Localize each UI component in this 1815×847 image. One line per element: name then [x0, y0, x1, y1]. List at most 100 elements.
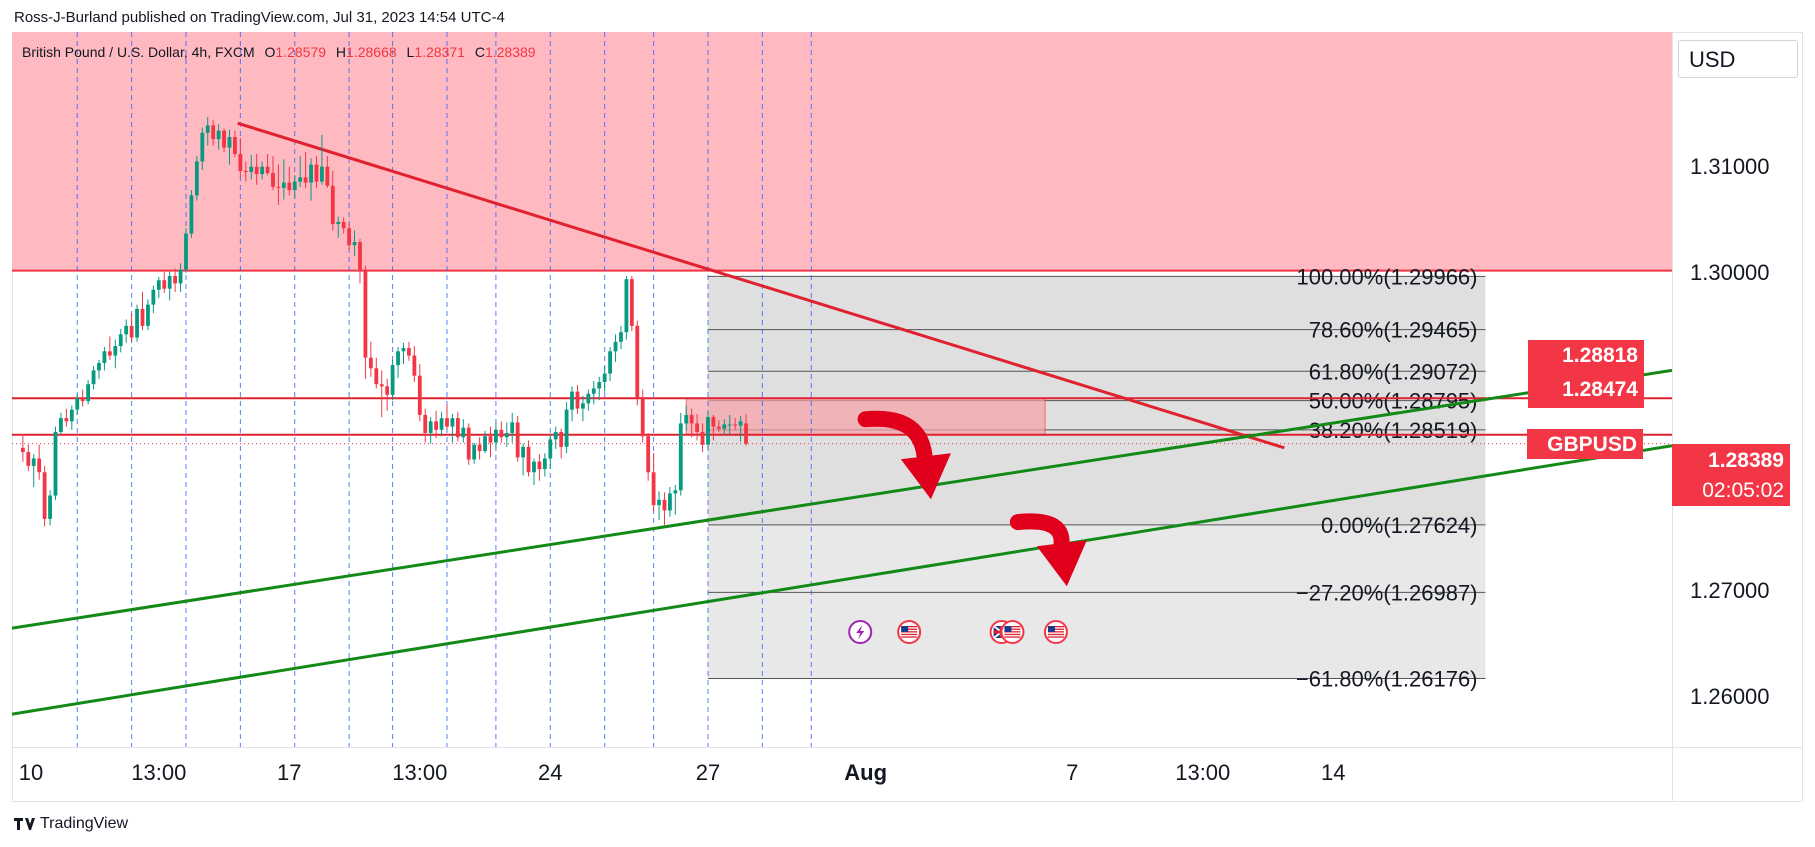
candle-body: [684, 414, 689, 424]
lightning-event-icon: [848, 620, 873, 644]
candle-body: [347, 228, 352, 246]
symbol-title: British Pound / U.S. Dollar, 4h, FXCM: [22, 44, 255, 60]
candle-body: [129, 325, 134, 338]
low-value: 1.28371: [414, 44, 465, 60]
candle-body: [320, 166, 324, 182]
currency-button[interactable]: USD: [1678, 40, 1798, 78]
fib-level-label: 78.60%(1.29465): [1309, 318, 1478, 343]
candle-body: [727, 424, 732, 426]
bearish-arrow-body: [1009, 513, 1070, 557]
candle-body: [140, 308, 145, 326]
publisher-line: Ross-J-Burland published on TradingView.…: [14, 9, 505, 26]
time-tick-label: 27: [695, 760, 721, 785]
flag-stripe: [901, 636, 918, 638]
price-axis-divider: [1672, 32, 1673, 802]
candle-body: [118, 334, 123, 347]
candle-body: [662, 499, 667, 511]
candle-body: [69, 409, 74, 422]
flag-stripe: [901, 633, 918, 636]
candle-body: [434, 421, 439, 430]
candle-body: [439, 418, 444, 430]
candle-body: [744, 423, 748, 444]
candle-body: [488, 436, 493, 443]
chart-plot-area[interactable]: 100.00%(1.29966) 78.60%(1.29465) 61.80%(1.…: [12, 32, 1672, 747]
candle-body: [423, 414, 428, 433]
candle-body: [504, 432, 509, 438]
candle-body: [271, 173, 275, 187]
flag-stripe: [1004, 636, 1021, 638]
low-label: L: [406, 44, 415, 60]
candle-body: [619, 332, 623, 342]
flag-stripe: [901, 631, 918, 633]
time-tick-label: 13:00: [1175, 760, 1231, 785]
flag-stripe: [1047, 626, 1064, 628]
time-tick-label: 13:00: [392, 760, 448, 785]
candle-body: [254, 166, 259, 175]
candle-body: [532, 461, 536, 473]
flag-us-event-icon: [1043, 620, 1068, 644]
candle-body: [711, 417, 716, 427]
price-tick-label: 1.26000: [1690, 684, 1770, 710]
candle-body: [553, 431, 558, 440]
candle-body: [37, 458, 42, 473]
candle-body: [445, 418, 449, 427]
candle-body: [695, 423, 699, 432]
candle-body: [640, 397, 645, 437]
time-tick-label: 13:00: [131, 760, 187, 785]
candle-body: [597, 382, 602, 389]
candle-body: [657, 499, 661, 506]
candle-body: [167, 275, 172, 289]
candle-body: [417, 375, 422, 415]
candle-body: [151, 289, 156, 305]
time-tick-label: 24: [538, 760, 563, 785]
candle-body: [205, 125, 210, 133]
candle-body: [194, 161, 199, 196]
candle-body: [303, 177, 308, 183]
candle-body: [428, 421, 433, 433]
candle-body: [591, 388, 596, 394]
price-chart[interactable]: 100.00%(1.29966) 78.60%(1.29465) 61.80%(1.…: [12, 32, 1672, 747]
candle-body: [581, 403, 585, 409]
candle-body: [477, 444, 482, 452]
price-tag-lower: 1.28474: [1528, 374, 1644, 408]
tradingview-brand: TradingView: [40, 815, 129, 832]
red-trendline: [237, 121, 1285, 450]
candle-body: [548, 439, 553, 459]
candle-body: [499, 429, 504, 438]
candle-body: [298, 177, 303, 182]
flag-stripe: [901, 628, 918, 630]
high-label: H: [335, 44, 347, 60]
candle-body: [135, 308, 139, 338]
flag-stripe: [1004, 633, 1021, 636]
candle-body: [107, 351, 112, 356]
bearish-arrow-head: [900, 453, 951, 500]
trendlines-layer: [12, 121, 1672, 716]
open-label: O: [264, 44, 276, 60]
fib-lower-box: [707, 524, 1486, 679]
candle-body: [461, 427, 466, 438]
zones-layer: [12, 32, 1672, 272]
candle-body: [483, 436, 487, 452]
candle-body: [401, 348, 406, 352]
candle-body: [374, 368, 379, 385]
candles-layer: [20, 116, 748, 527]
time-tick-label: 17: [277, 760, 302, 785]
candle-body: [412, 355, 417, 376]
tradingview-watermark[interactable]: TradingView: [14, 815, 128, 833]
arrows-layer: [857, 410, 1087, 587]
time-tick-label: 10: [18, 760, 44, 785]
candle-body: [613, 341, 618, 352]
candle-body: [102, 351, 107, 363]
candle-body: [200, 132, 205, 162]
candle-body: [407, 348, 411, 356]
candle-body: [287, 182, 292, 191]
candle-body: [602, 373, 607, 383]
tradingview-logo-icon: [14, 818, 35, 830]
candle-body: [706, 417, 710, 445]
candle-body: [238, 153, 243, 171]
candle-body: [668, 493, 672, 511]
fib-level-label: 0.00%(1.27624): [1321, 513, 1478, 538]
candle-body: [146, 304, 150, 326]
candle-body: [281, 182, 286, 188]
candle-body: [390, 365, 395, 395]
